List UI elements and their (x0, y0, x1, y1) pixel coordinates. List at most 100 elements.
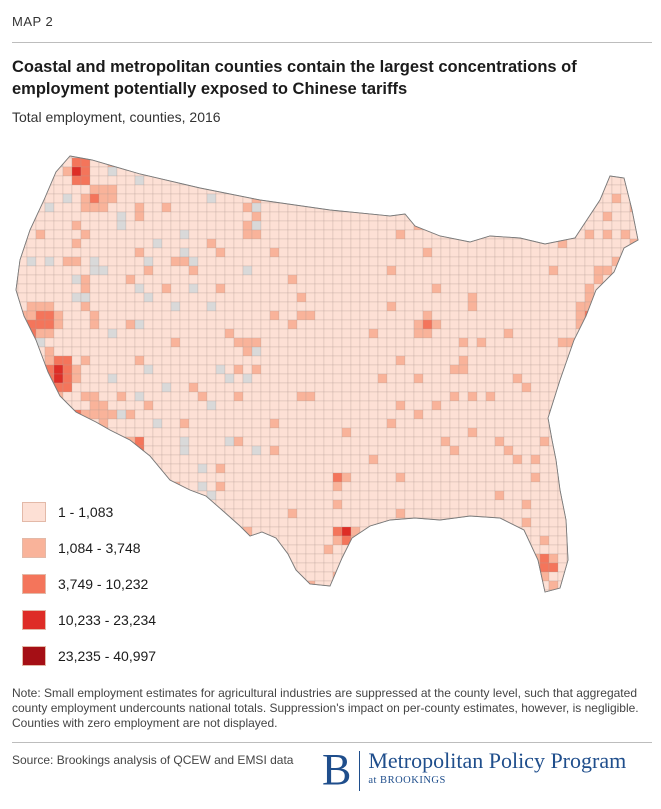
county-tile (233, 436, 244, 447)
county-tile (440, 553, 451, 564)
county-tile (152, 346, 163, 357)
county-tile (341, 517, 352, 528)
county-tile (233, 463, 244, 474)
county-tile (611, 553, 622, 564)
county-tile (566, 436, 577, 447)
county-tile (233, 553, 244, 564)
county-tile (80, 382, 91, 393)
county-tile (629, 274, 638, 285)
county-tile (639, 599, 648, 608)
county-tile (278, 175, 289, 186)
county-tile (404, 418, 415, 429)
county-tile (440, 220, 451, 231)
county-tile (548, 175, 559, 186)
county-tile (566, 247, 577, 258)
county-tile (188, 256, 199, 267)
county-tile (35, 184, 46, 195)
county-tile (89, 373, 100, 384)
county-tile (467, 202, 478, 213)
page-subtitle: Total employment, counties, 2016 (12, 109, 221, 125)
county-tile (657, 248, 661, 257)
county-tile (125, 292, 136, 303)
county-tile (45, 599, 54, 608)
county-tile (71, 157, 82, 168)
county-tile (197, 526, 208, 537)
county-tile (386, 571, 397, 582)
county-tile (215, 364, 226, 375)
county-tile (395, 508, 406, 519)
county-tile (422, 256, 433, 267)
county-tile (648, 293, 657, 302)
county-tile (224, 418, 235, 429)
county-tile (476, 211, 487, 222)
county-tile (467, 562, 478, 573)
county-tile (296, 238, 307, 249)
county-tile (467, 229, 478, 240)
county-tile (206, 256, 217, 267)
county-tile (629, 580, 638, 591)
county-tile (648, 311, 657, 320)
county-tile (503, 156, 514, 159)
county-tile (431, 454, 442, 465)
county-tile (593, 364, 604, 375)
county-tile (440, 571, 451, 582)
county-tile (602, 463, 613, 474)
county-tile (107, 373, 118, 384)
county-tile (467, 517, 478, 528)
county-tile (467, 157, 478, 168)
county-tile (296, 184, 307, 195)
county-tile (71, 274, 82, 285)
county-tile (207, 140, 216, 149)
county-tile (170, 427, 181, 438)
county-tile (44, 481, 55, 492)
county-tile (179, 400, 190, 411)
county-tile (485, 156, 496, 159)
county-tile (377, 364, 388, 375)
county-tile (593, 265, 604, 276)
county-tile (620, 562, 631, 573)
county-tile (503, 310, 514, 321)
county-tile (215, 418, 226, 429)
county-tile (188, 400, 199, 411)
county-tile (422, 454, 433, 465)
county-tile (251, 274, 262, 285)
county-tile (657, 275, 661, 284)
county-tile (233, 508, 244, 519)
county-tile (314, 535, 325, 546)
county-tile (242, 553, 253, 564)
county-tile (125, 508, 136, 519)
county-tile (269, 256, 280, 267)
county-tile (629, 337, 638, 348)
county-tile (530, 391, 541, 402)
county-tile (332, 544, 343, 555)
county-tile (17, 463, 28, 474)
county-tile (296, 490, 307, 501)
county-tile (639, 392, 648, 401)
county-tile (620, 229, 631, 240)
county-tile (125, 175, 136, 186)
county-tile (296, 292, 307, 303)
county-tile (188, 535, 199, 546)
county-tile (621, 608, 630, 617)
county-tile (269, 589, 280, 592)
county-tile (323, 193, 334, 204)
county-tile (296, 589, 307, 592)
county-tile (170, 202, 181, 213)
county-tile (161, 400, 172, 411)
county-tile (143, 283, 154, 294)
county-tile (332, 229, 343, 240)
county-tile (377, 310, 388, 321)
county-tile (584, 229, 595, 240)
county-tile (323, 346, 334, 357)
county-tile (360, 608, 369, 617)
county-tile (170, 283, 181, 294)
county-tile (422, 355, 433, 366)
county-tile (648, 509, 657, 518)
county-tile (629, 175, 638, 186)
county-tile (152, 310, 163, 321)
county-tile (422, 292, 433, 303)
county-tile (323, 256, 334, 267)
county-tile (395, 193, 406, 204)
county-tile (26, 373, 37, 384)
county-tile (206, 526, 217, 537)
